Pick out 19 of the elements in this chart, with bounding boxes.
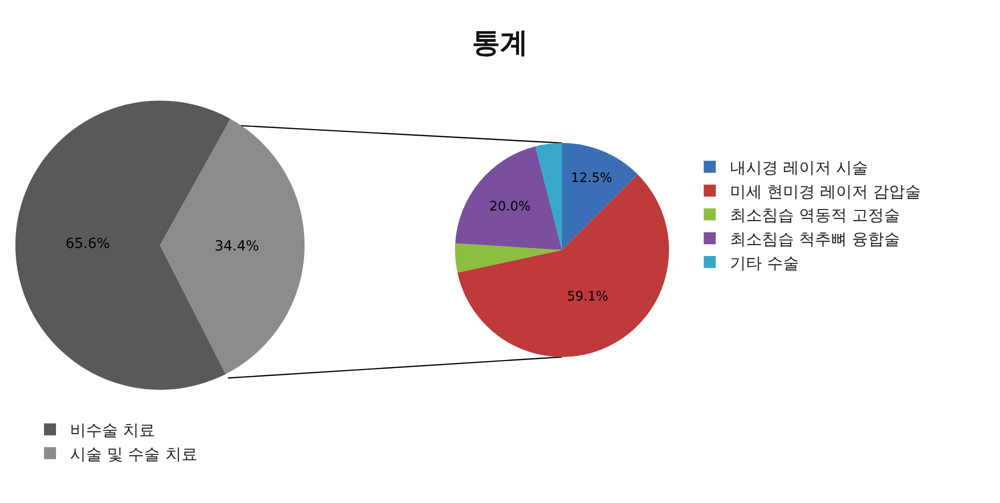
legend-label: 최소침습 역동적 고정술 xyxy=(730,206,900,225)
data-label: 34.4% xyxy=(214,238,260,255)
pie-slice xyxy=(160,118,304,374)
pie-slice xyxy=(457,174,669,357)
legend-label: 비수술 치료 xyxy=(70,420,156,440)
pie-slice xyxy=(455,243,562,273)
legend-label: 시술 및 수술 치료 xyxy=(70,444,198,464)
legend-label: 미세 현미경 레이저 감압술 xyxy=(730,182,922,201)
data-label: 65.6% xyxy=(65,236,110,252)
legend-label: 내시경 레이저 시술 xyxy=(730,158,868,178)
pie-slice xyxy=(455,146,562,250)
data-label: 59.1% xyxy=(566,289,608,304)
text: 통계 xyxy=(472,26,528,59)
data-label: 20.0% xyxy=(489,200,531,215)
data-label: 12.5% xyxy=(570,171,612,186)
pie-slice xyxy=(535,143,562,250)
legend-label: 최소침습 척추뼈 융합술 xyxy=(730,229,900,248)
pie-slice xyxy=(562,143,638,250)
legend-label: 기타 수술 xyxy=(730,253,799,272)
